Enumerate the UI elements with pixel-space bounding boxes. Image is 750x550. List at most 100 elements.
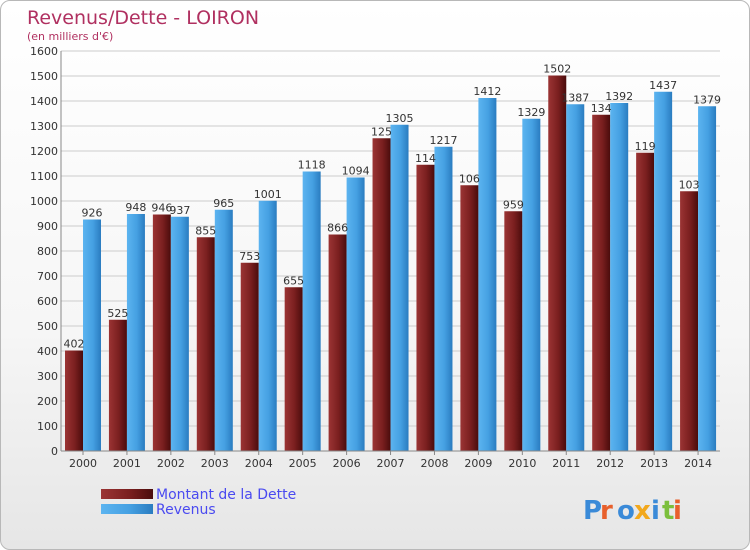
bar-revenus — [566, 104, 585, 451]
y-tick-label: 900 — [37, 220, 58, 233]
bar-revenus — [302, 171, 321, 451]
bar-revenus — [83, 219, 101, 451]
bar-dette — [548, 75, 567, 451]
bar-revenus — [434, 146, 453, 451]
x-tick-label: 2013 — [640, 457, 668, 470]
bar-dette — [372, 138, 391, 451]
x-tick-label: 2003 — [201, 457, 229, 470]
logo-letter: i — [651, 496, 660, 526]
legend-label-revenus: Revenus — [156, 502, 216, 518]
bar-dette — [284, 287, 303, 451]
y-tick-label: 600 — [37, 295, 58, 308]
data-label: 525 — [107, 307, 128, 320]
legend-label-debt: Montant de la Dette — [156, 487, 296, 503]
data-label: 1387 — [561, 91, 589, 104]
data-label: 937 — [169, 204, 190, 217]
x-tick-label: 2007 — [377, 457, 405, 470]
bar-dette — [328, 234, 347, 451]
bar-revenus — [126, 214, 145, 451]
data-label: 1217 — [429, 134, 457, 147]
bar-dette — [196, 237, 215, 451]
y-tick-label: 1100 — [30, 170, 58, 183]
x-tick-label: 2002 — [157, 457, 185, 470]
bar-revenus — [654, 91, 673, 451]
y-tick-label: 500 — [37, 320, 58, 333]
x-tick-label: 2000 — [69, 457, 97, 470]
data-label: 1305 — [386, 112, 414, 125]
x-tick-label: 2006 — [333, 457, 361, 470]
x-tick-label: 2009 — [464, 457, 492, 470]
x-tick-label: 2014 — [684, 457, 712, 470]
logo-letter: P — [583, 496, 602, 526]
bar-revenus — [478, 98, 497, 451]
logo-letter: i — [673, 496, 682, 526]
bar-revenus — [522, 118, 541, 451]
y-tick-label: 1600 — [30, 45, 58, 58]
bar-revenus — [390, 124, 409, 451]
bar-dette — [240, 262, 259, 451]
x-axis-ticks: 2000 2001 2002 2003 2004 2005 2006 2007 2008 2009… — [69, 451, 712, 470]
legend: Montant de la Dette Revenus — [101, 487, 296, 518]
y-tick-label: 800 — [37, 245, 58, 258]
bar-dette — [504, 211, 523, 451]
bar-dette — [416, 164, 435, 451]
logo-letter: x — [634, 496, 651, 526]
bars — [65, 75, 717, 451]
bar-revenus — [258, 200, 277, 451]
legend-swatch-revenus — [101, 504, 153, 514]
data-label: 1412 — [473, 85, 501, 98]
data-label: 103 — [679, 178, 700, 191]
data-label: 753 — [239, 250, 260, 263]
y-tick-label: 100 — [37, 420, 58, 433]
logo-letter: r — [600, 496, 613, 526]
y-tick-label: 200 — [37, 395, 58, 408]
data-label: 134 — [591, 102, 612, 115]
data-label: 106 — [459, 172, 480, 185]
y-tick-label: 700 — [37, 270, 58, 283]
bar-revenus — [170, 216, 189, 451]
proxiti-logo: Pr o x i ti — [583, 496, 682, 526]
data-label: 1001 — [254, 188, 282, 201]
data-label: 959 — [503, 198, 524, 211]
chart-title: Revenus/Dette - LOIRON — [27, 7, 259, 29]
bar-revenus — [214, 209, 233, 451]
y-tick-label: 1200 — [30, 145, 58, 158]
data-label: 1118 — [298, 159, 326, 172]
x-tick-label: 2005 — [289, 457, 317, 470]
data-label: 1392 — [605, 90, 633, 103]
bar-revenus — [610, 103, 629, 451]
y-tick-label: 1300 — [30, 120, 58, 133]
bar-dette — [460, 185, 479, 451]
x-tick-label: 2011 — [552, 457, 580, 470]
data-label: 119 — [635, 140, 656, 153]
data-label: 1437 — [649, 79, 677, 92]
y-tick-label: 1400 — [30, 95, 58, 108]
data-label: 125 — [371, 125, 392, 138]
x-tick-label: 2004 — [245, 457, 273, 470]
x-tick-label: 2001 — [113, 457, 141, 470]
data-label: 855 — [195, 224, 216, 237]
x-tick-label: 2012 — [596, 457, 624, 470]
y-axis-ticks: 0 100 200 300 400 500 600 700 800 900 1000 1100 1200… — [30, 45, 58, 458]
data-label: 866 — [327, 222, 348, 235]
logo-letter: t — [662, 496, 674, 526]
y-tick-label: 0 — [51, 445, 58, 458]
bar-revenus — [698, 106, 717, 451]
chart-subtitle: (en milliers d'€) — [27, 30, 113, 43]
data-label: 926 — [82, 207, 103, 220]
legend-swatch-debt — [101, 489, 153, 499]
bar-dette — [680, 191, 699, 451]
data-label: 402 — [64, 338, 85, 351]
y-tick-label: 1000 — [30, 195, 58, 208]
data-label: 655 — [283, 274, 304, 287]
x-tick-label: 2010 — [508, 457, 536, 470]
bar-revenus — [346, 177, 365, 451]
bar-dette — [65, 350, 83, 451]
data-label: 1502 — [543, 63, 571, 76]
data-label: 1379 — [693, 93, 721, 106]
data-label: 1329 — [517, 106, 545, 119]
data-label: 965 — [213, 197, 234, 210]
